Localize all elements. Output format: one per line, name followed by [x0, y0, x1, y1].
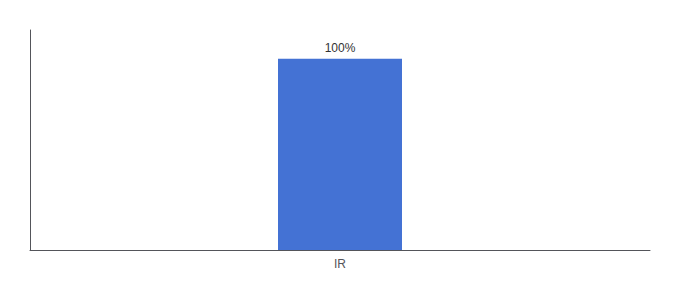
svg-text:IR: IR: [334, 257, 346, 271]
svg-text:100%: 100%: [325, 41, 356, 55]
